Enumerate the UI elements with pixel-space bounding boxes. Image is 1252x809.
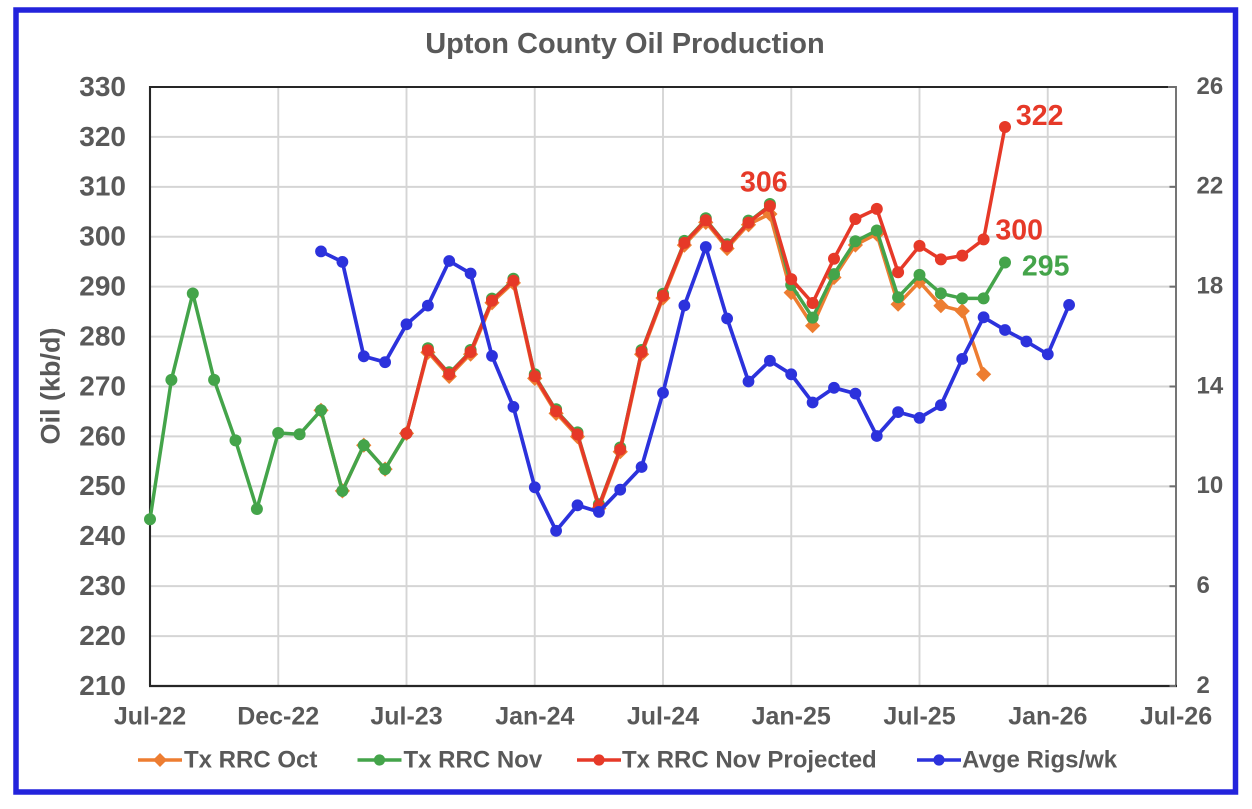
svg-text:Tx RRC Oct: Tx RRC Oct <box>184 747 317 774</box>
svg-text:300: 300 <box>995 215 1043 247</box>
svg-text:26: 26 <box>1197 73 1224 100</box>
svg-text:Jan-24: Jan-24 <box>495 702 574 730</box>
svg-text:Dec-22: Dec-22 <box>237 702 319 730</box>
svg-text:Tx RRC Nov Projected: Tx RRC Nov Projected <box>622 747 877 774</box>
svg-text:330: 330 <box>79 71 126 102</box>
svg-text:10: 10 <box>1197 472 1224 499</box>
svg-text:310: 310 <box>79 171 126 202</box>
svg-text:Avge Rigs/wk: Avge Rigs/wk <box>962 747 1118 774</box>
svg-text:270: 270 <box>79 370 126 401</box>
svg-text:210: 210 <box>79 670 126 701</box>
svg-text:Jan-25: Jan-25 <box>752 702 831 730</box>
svg-text:220: 220 <box>79 620 126 651</box>
svg-text:18: 18 <box>1197 273 1224 300</box>
svg-text:280: 280 <box>79 321 126 352</box>
svg-text:Jul-24: Jul-24 <box>627 702 699 730</box>
svg-text:290: 290 <box>79 271 126 302</box>
svg-text:Tx RRC Nov: Tx RRC Nov <box>404 747 543 774</box>
svg-text:260: 260 <box>79 420 126 451</box>
svg-text:Oil (kb/d): Oil (kb/d) <box>36 328 66 445</box>
svg-text:2: 2 <box>1197 672 1210 699</box>
svg-text:240: 240 <box>79 520 126 551</box>
svg-text:Jan-26: Jan-26 <box>1008 702 1087 730</box>
svg-text:322: 322 <box>1016 100 1064 132</box>
svg-text:Jul-22: Jul-22 <box>114 702 186 730</box>
svg-text:306: 306 <box>740 166 788 198</box>
svg-text:6: 6 <box>1197 572 1210 599</box>
svg-text:300: 300 <box>79 221 126 252</box>
svg-text:230: 230 <box>79 570 126 601</box>
svg-text:320: 320 <box>79 121 126 152</box>
svg-text:Upton County Oil Production: Upton County Oil Production <box>425 28 825 60</box>
svg-text:14: 14 <box>1197 372 1224 399</box>
svg-text:Jul-26: Jul-26 <box>1140 702 1212 730</box>
svg-text:Jul-23: Jul-23 <box>370 702 442 730</box>
svg-text:22: 22 <box>1197 173 1224 200</box>
svg-text:295: 295 <box>1022 250 1070 282</box>
svg-text:Jul-25: Jul-25 <box>883 702 955 730</box>
svg-text:250: 250 <box>79 470 126 501</box>
